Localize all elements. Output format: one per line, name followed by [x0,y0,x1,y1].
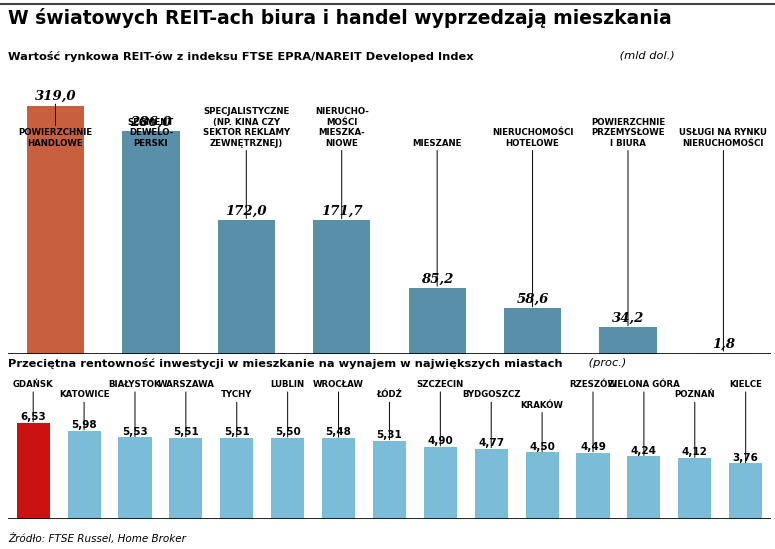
Bar [119,438,152,519]
Text: NIERUCHO-
MOŚCI
MIESZKA-
NIOWE: NIERUCHO- MOŚCI MIESZKA- NIOWE [315,108,369,219]
Text: POZNAŃ: POZNAŃ [674,390,715,457]
Text: 34,2: 34,2 [611,312,644,325]
Text: USŁUGI NA RYNKU
NIERUCHOMOŚCI: USŁUGI NA RYNKU NIERUCHOMOŚCI [680,128,767,351]
Bar [695,352,752,354]
Text: 4,12: 4,12 [682,447,708,457]
Text: TYCHY: TYCHY [221,390,253,437]
Text: BYDGOSZCZ: BYDGOSZCZ [462,390,521,448]
Text: 5,51: 5,51 [173,427,198,437]
Text: LUBLIN: LUBLIN [270,380,305,437]
Text: (mld dol.): (mld dol.) [616,51,675,60]
Text: 5,50: 5,50 [275,427,301,437]
Text: SPECJALISTYCZNE
(NP. KINA CZY
SEKTOR REKLAMY
ZEWNĘTRZNEJ): SPECJALISTYCZNE (NP. KINA CZY SEKTOR REK… [203,108,290,219]
Text: WARSZAWA: WARSZAWA [157,380,215,437]
Text: KRAKÓW: KRAKÓW [521,401,563,452]
Bar [599,327,656,354]
Text: MIESZANE: MIESZANE [412,139,462,286]
Text: 5,31: 5,31 [377,430,402,440]
Text: 4,90: 4,90 [428,436,453,446]
Bar [122,131,180,354]
Bar [373,440,406,519]
Text: 58,6: 58,6 [516,293,549,306]
Text: GDAŃSK: GDAŃSK [13,380,53,422]
Bar [16,423,50,519]
Text: KATOWICE: KATOWICE [59,390,109,430]
Bar [577,452,610,519]
Text: 1,8: 1,8 [712,338,735,350]
Text: 5,98: 5,98 [71,420,97,430]
Text: SEGMENT
DEWELO-
PERSKI: SEGMENT DEWELO- PERSKI [128,118,174,148]
Text: 172,0: 172,0 [226,205,267,218]
Text: 3,76: 3,76 [732,453,759,463]
Bar [220,438,253,519]
Text: Przeciętna rentowność inwestycji w mieszkanie na wynajem w największych miastach: Przeciętna rentowność inwestycji w miesz… [8,358,563,369]
Bar [218,220,275,354]
Bar [678,458,711,519]
Bar [408,288,466,354]
Text: 171,7: 171,7 [321,205,363,218]
Text: RZESZÓW: RZESZÓW [569,380,617,452]
Bar [504,309,561,354]
Text: ŁÓDŹ: ŁÓDŹ [377,390,402,440]
Text: 85,2: 85,2 [421,272,453,285]
Text: 4,50: 4,50 [529,442,555,452]
Text: 319,0: 319,0 [35,90,76,103]
Bar [67,430,101,519]
Bar [729,463,763,519]
Text: 4,49: 4,49 [580,442,606,452]
Text: 4,77: 4,77 [478,438,505,448]
Text: 5,48: 5,48 [326,427,352,438]
Bar [424,446,457,519]
Text: BIAŁYSTOK: BIAŁYSTOK [109,380,161,436]
Text: 6,53: 6,53 [20,412,46,422]
Text: (proc.): (proc.) [585,358,626,368]
Text: KIELCE: KIELCE [729,380,762,463]
Text: 5,51: 5,51 [224,427,250,437]
Bar [313,220,370,354]
Text: NIERUCHOMOŚCI
HOTELOWE: NIERUCHOMOŚCI HOTELOWE [492,128,574,307]
Bar [525,452,559,519]
Text: 286,0: 286,0 [130,116,172,129]
Text: POWIERZCHNIE
HANDLOWE: POWIERZCHNIE HANDLOWE [19,104,92,148]
Text: Wartość rynkowa REIT-ów z indeksu FTSE EPRA/NAREIT Developed Index: Wartość rynkowa REIT-ów z indeksu FTSE E… [8,51,474,61]
Text: ZIELONA GÓRA: ZIELONA GÓRA [608,380,680,456]
Bar [27,105,84,354]
Text: Źródło: FTSE Russel, Home Broker: Źródło: FTSE Russel, Home Broker [8,533,186,544]
Text: SZCZECIN: SZCZECIN [417,380,464,446]
Text: 5,53: 5,53 [122,427,148,436]
Text: W światowych REIT-ach biura i handel wyprzedzają mieszkania: W światowych REIT-ach biura i handel wyp… [8,8,671,28]
Bar [169,438,202,519]
Bar [474,449,508,519]
Text: POWIERZCHNIE
PRZEMYSŁOWE
I BIURA: POWIERZCHNIE PRZEMYSŁOWE I BIURA [591,118,665,326]
Text: 4,24: 4,24 [631,446,657,456]
Bar [322,438,355,519]
Text: WROCŁAW: WROCŁAW [313,380,364,438]
Bar [627,456,660,519]
Bar [271,438,305,519]
